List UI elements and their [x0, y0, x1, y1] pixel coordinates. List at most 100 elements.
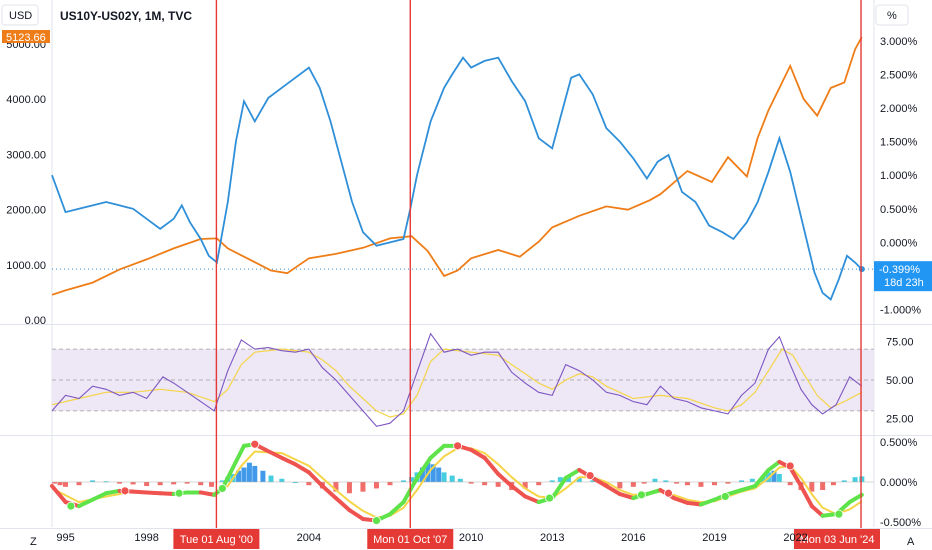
- right-axis-tick-3: 0.500%: [880, 204, 918, 216]
- macd-line-segment-60: [809, 504, 825, 518]
- time-axis-tick-4: 2013: [540, 532, 564, 544]
- macd-hist-bar-54: [617, 482, 623, 489]
- right-axis-tick-6: 2.000%: [880, 103, 918, 115]
- auto-scale-button[interactable]: A: [907, 536, 915, 548]
- rsi-ma-line: [51, 348, 863, 418]
- macd-cross-marker-2: [174, 488, 184, 498]
- macd-hist-bar-10: [171, 482, 177, 485]
- time-axis-tick-6: 2019: [702, 532, 726, 544]
- macd-line-segment-12: [198, 490, 217, 497]
- macd-hist-bar-31: [387, 482, 393, 486]
- macd-hist-bar-53: [603, 482, 609, 486]
- macd-line-segment-59: [798, 484, 814, 509]
- macd-hist-bar-21: [260, 470, 266, 482]
- macd-line-segment-35: [482, 455, 501, 476]
- macd-line-segment-63: [847, 492, 864, 505]
- macd-hist-bar-8: [144, 482, 150, 487]
- macd-hist-bar-73: [820, 482, 826, 491]
- macd-hist-bar-50: [565, 475, 571, 482]
- macd-hist-bar-0: [52, 482, 58, 484]
- macd-line-segment-45: [617, 492, 636, 501]
- macd-line-segment-28: [387, 500, 406, 517]
- macd-line-segment-53: [725, 488, 744, 497]
- macd-line-segment-22: [306, 470, 325, 489]
- macd-hist-bar-37: [430, 464, 436, 482]
- top-value-badge-label: 5123.66: [6, 32, 46, 44]
- macd-hist-bar-18: [241, 467, 247, 482]
- macd-hist-bar-2: [63, 482, 69, 487]
- right-axis-tick-2: 0.000%: [880, 237, 918, 249]
- macd-line-segment-1: [50, 484, 68, 505]
- macd-line-segment-21: [293, 462, 311, 475]
- macd-hist-bar-7: [130, 482, 136, 485]
- macd-hist-bar-44: [495, 482, 501, 487]
- macd-cross-marker-9: [637, 490, 646, 500]
- macd-cross-marker-4: [250, 439, 260, 449]
- time-axis-tick-5: 2016: [621, 532, 645, 544]
- percent-button[interactable]: %: [875, 4, 909, 26]
- macd-hist-bar-65: [749, 478, 755, 482]
- symbol-title: US10Y-US02Y, 1M, TVC: [60, 9, 192, 23]
- zoom-button[interactable]: Z: [30, 536, 37, 548]
- macd-hist-bar-76: [852, 477, 858, 482]
- macd-line-segment-37: [509, 484, 528, 499]
- macd-hist-bar-25: [306, 482, 312, 486]
- macd-cross-marker-1: [120, 486, 130, 496]
- macd-hist-bar-72: [809, 482, 815, 492]
- macd-cross-marker-13: [834, 509, 844, 519]
- right-axis-tick-0: -1.000%: [880, 305, 921, 317]
- vertical-marker-badge-2: [794, 529, 880, 549]
- macd-hist-bar-11: [184, 482, 190, 484]
- macd-line-segment-47: [644, 488, 663, 497]
- macd-hist-bar-46: [522, 482, 528, 489]
- time-axis[interactable]: 995 1998 2004 2010 2013 2016 2019 2022: [56, 532, 807, 544]
- macd-hist-bar-39: [441, 472, 447, 482]
- macd-line-segment-54: [739, 484, 758, 493]
- left-axis-tick-0: 0.00: [25, 315, 46, 327]
- macd-cross-marker-7: [545, 493, 554, 503]
- macd-line-segment-19: [263, 447, 284, 460]
- macd-hist-bar-48: [549, 480, 555, 482]
- macd-hist-bar-77: [859, 476, 865, 482]
- macd-hist-bar-68: [771, 470, 777, 482]
- macd-hist-bar-1: [57, 482, 63, 486]
- macd-line-segment-49: [671, 496, 690, 505]
- macd-hist-bar-40: [449, 475, 455, 482]
- macd-line-segment-31: [428, 443, 447, 460]
- macd-hist-bar-32: [401, 480, 407, 482]
- macd-hist-bar-56: [641, 482, 647, 484]
- macd-line-segment-61: [820, 512, 839, 518]
- right-axis-tick-8: 3.000%: [880, 36, 918, 48]
- right-axis-tick-5: 1.500%: [880, 137, 918, 149]
- left-axis-tick-3: 3000.00: [6, 149, 46, 161]
- macd-cross-marker-10: [664, 488, 673, 498]
- currency-button-label: USD: [9, 10, 32, 22]
- macd-cross-marker-0: [66, 501, 76, 511]
- macd-hist-bar-13: [209, 482, 215, 487]
- time-axis-tick-2: 2004: [297, 532, 321, 544]
- macd-line-segment-50: [685, 500, 703, 507]
- macd-hist-bar-17: [236, 470, 242, 482]
- macd-hist-bar-41: [457, 478, 463, 482]
- macd-hist-bar-30: [373, 482, 379, 489]
- currency-button[interactable]: USD: [1, 4, 39, 26]
- macd-cross-marker-3: [217, 484, 227, 493]
- macd-hist-bar-33: [409, 477, 415, 482]
- zoom-button-label: Z: [30, 536, 37, 548]
- countdown-label: 18d 23h: [884, 277, 924, 289]
- macd-line-segment-44: [604, 484, 622, 497]
- macd-hist-bar-27: [333, 482, 339, 492]
- macd-line-segment-30: [415, 455, 433, 480]
- macd-line-segment-36: [496, 471, 514, 489]
- macd-line-segment-58: [788, 465, 803, 489]
- macd-hist-bar-52: [590, 480, 596, 482]
- macd-hist-bar-64: [739, 480, 745, 482]
- spread-series-line: [51, 56, 863, 301]
- rsi-axis-tick-0: 25.00: [886, 414, 914, 426]
- macd-line-segment-38: [523, 494, 541, 505]
- macd-signal-line: [51, 447, 863, 519]
- time-axis-tick-7: 2022: [783, 532, 807, 544]
- macd-hist-bar-5: [103, 481, 109, 483]
- macd-cross-markers: [66, 439, 844, 525]
